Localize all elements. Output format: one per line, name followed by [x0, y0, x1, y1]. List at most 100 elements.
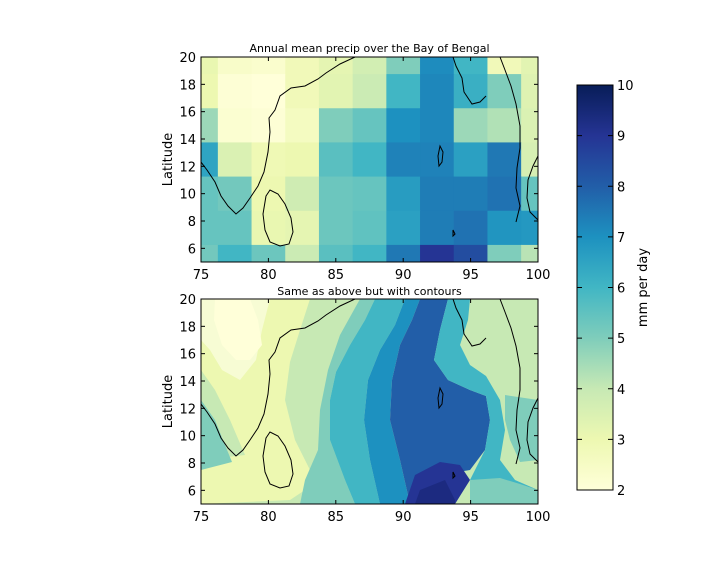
plot-frame-top: [200, 56, 539, 263]
x-tick-label: 85: [328, 510, 345, 525]
heatmap-cell: [217, 74, 253, 109]
x-tick-label: 95: [462, 510, 479, 525]
y-tick-label: 14: [179, 375, 196, 390]
heatmap-cell: [352, 108, 387, 144]
heatmap-cell: [521, 57, 538, 75]
y-tick-label: 6: [188, 484, 196, 499]
heatmap-cell: [487, 57, 522, 75]
heatmap-cell: [285, 244, 320, 262]
contour-level-9-core: [415, 480, 455, 504]
y-tick-label: 18: [179, 320, 196, 335]
y-axis-label-bottom: Latitude: [161, 375, 176, 429]
heatmap-cell: [386, 108, 421, 144]
heatmap-cell: [217, 142, 253, 178]
heatmap-cell: [285, 176, 320, 212]
heatmap-cell: [285, 142, 320, 178]
heatmap-cell: [521, 210, 538, 246]
y-tick-label: 14: [179, 133, 196, 148]
heatmap-cell: [352, 57, 387, 75]
colorbar-gradient: [577, 85, 613, 490]
colorbar-tick-label: 4: [617, 383, 625, 398]
contour-level-2: [214, 299, 262, 360]
heatmap-cell: [201, 244, 219, 262]
y-tick-label: 20: [179, 293, 196, 308]
contour-level-5-south: [470, 478, 538, 504]
heatmap-cell: [352, 142, 387, 178]
colorbar-tick-label: 3: [617, 433, 625, 448]
contour-level-8: [390, 299, 490, 504]
heatmap-cell: [251, 74, 286, 109]
heatmap-cell: [521, 74, 538, 109]
heatmap-cell: [521, 142, 538, 178]
y-tick-label: 8: [188, 457, 196, 472]
heatmap-cell: [521, 108, 538, 144]
y-tick-label: 20: [179, 51, 196, 66]
colorbar-tick-label: 5: [617, 332, 625, 347]
heatmap-cell: [386, 74, 421, 109]
heatmap-cell: [420, 210, 455, 246]
heatmap-cell: [285, 57, 320, 75]
heatmap-cell: [453, 108, 489, 144]
heatmap-cell: [386, 244, 421, 262]
heatmap-cell: [521, 244, 538, 262]
heatmap-cell: [217, 210, 253, 246]
heatmap-cell: [352, 210, 387, 246]
heatmap-cell: [201, 108, 219, 144]
heatmap-cell: [420, 108, 455, 144]
heatmap-cell: [201, 74, 219, 109]
heatmap-cell: [453, 142, 489, 178]
heatmap-cell: [521, 176, 538, 212]
heatmap-cell: [251, 57, 286, 75]
chart-title-top: Annual mean precip over the Bay of Benga…: [249, 42, 489, 55]
colorbar-tick-label: 9: [617, 130, 625, 145]
heatmap-cell: [285, 210, 320, 246]
heatmap-cell: [318, 244, 354, 262]
x-tick-label: 75: [193, 510, 210, 525]
colorbar-tick-label: 6: [617, 282, 625, 297]
heatmap-cell: [251, 108, 286, 144]
plot-frame-bottom: [200, 298, 539, 505]
heatmap-cell: [201, 57, 219, 75]
heatmap-cell: [285, 74, 320, 109]
x-tick-label: 95: [462, 268, 479, 283]
contour-level-5-band: [300, 299, 375, 504]
heatmap-cell: [487, 210, 522, 246]
heatmap-cell: [318, 142, 354, 178]
x-tick-label: 85: [328, 268, 345, 283]
axes-top: 75 80 85 90 95 100 6 8 10 12 14 16 18 20: [179, 51, 550, 283]
contour-level-4-east: [470, 299, 538, 405]
heatmap-cell: [453, 176, 489, 212]
heatmap-cell: [386, 57, 421, 75]
coastline-map-bottom: [201, 299, 538, 489]
heatmap-cell: [352, 244, 387, 262]
heatmap-cell: [487, 244, 522, 262]
heatmap-cell: [318, 74, 354, 109]
y-tick-label: 16: [179, 348, 196, 363]
heatmap-cell: [453, 210, 489, 246]
colorbar-tick-label: 2: [617, 484, 625, 499]
heatmap-cell: [217, 176, 253, 212]
contour-level-6-east: [434, 299, 538, 504]
heatmap-cell: [453, 74, 489, 109]
heatmap-cell: [386, 142, 421, 178]
colorbar-tick-label: 8: [617, 180, 625, 195]
contour-level-7: [364, 299, 420, 504]
heatmap-cell: [318, 108, 354, 144]
heatmap-cell: [386, 176, 421, 212]
heatmap-cell: [251, 176, 286, 212]
contour-level-5-west: [201, 400, 232, 470]
heatmap-cell: [217, 108, 253, 144]
colorbar-tick-label: 7: [617, 231, 625, 246]
heatmap-cells: [201, 57, 538, 262]
heatmap-cell: [386, 210, 421, 246]
y-tick-label: 6: [188, 242, 196, 257]
y-tick-label: 10: [179, 430, 196, 445]
heatmap-cell: [318, 210, 354, 246]
chart-title-bottom: Same as above but with contours: [277, 285, 462, 298]
heatmap-cell: [487, 74, 522, 109]
heatmap-cell: [487, 108, 522, 144]
axes-bottom: 75 80 85 90 95 100 6 8 10 12 14 16 18 20: [179, 293, 550, 525]
x-tick-label: 100: [526, 510, 551, 525]
heatmap-cell: [453, 244, 489, 262]
